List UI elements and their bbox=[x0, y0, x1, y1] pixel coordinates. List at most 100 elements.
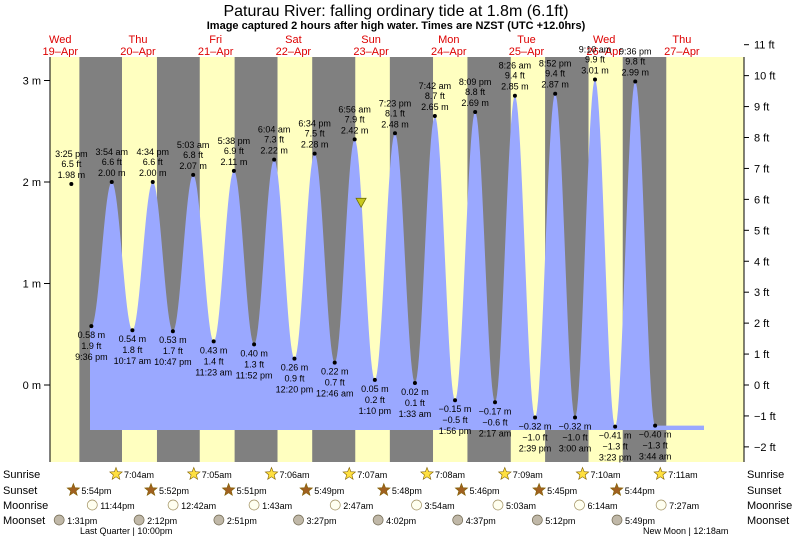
y-tick-label-ft: 11 ft bbox=[754, 40, 775, 52]
sunset-time: 5:54pm bbox=[81, 486, 111, 496]
sunrise-time: 7:06am bbox=[280, 470, 310, 480]
low-tide-label: −1.3 ft bbox=[642, 441, 668, 451]
high-tide-label: 6.5 ft bbox=[61, 159, 82, 169]
sunrise-star-icon bbox=[575, 466, 590, 480]
high-tide-label: 9.4 ft bbox=[505, 71, 526, 81]
low-tide-label: 1.9 ft bbox=[81, 341, 102, 351]
moonrise-time: 1:43am bbox=[262, 501, 292, 511]
moonset-icon bbox=[53, 514, 65, 526]
low-tide-point bbox=[211, 339, 216, 344]
sunrise-time: 7:04am bbox=[124, 470, 154, 480]
moonset-time: 4:37pm bbox=[466, 516, 496, 526]
high-tide-label: 2.85 m bbox=[501, 82, 529, 92]
high-tide-label: 2.48 m bbox=[381, 119, 409, 129]
high-tide-label: 2.42 m bbox=[341, 125, 369, 135]
moon-phase-last-quarter: Last Quarter | 10:00pm bbox=[80, 526, 172, 536]
moonrise-time: 6:14am bbox=[588, 501, 618, 511]
moonrise-time: 2:47am bbox=[343, 501, 373, 511]
sunrise-time: 7:07am bbox=[357, 470, 387, 480]
day-name: Tue bbox=[517, 34, 536, 46]
day-name: Sun bbox=[361, 34, 381, 46]
y-tick-label-ft: 9 ft bbox=[754, 102, 769, 114]
sunrise-star-icon bbox=[186, 466, 201, 480]
low-tide-label: 0.9 ft bbox=[284, 374, 305, 384]
moonrise-icon bbox=[167, 499, 179, 511]
y-tick-label-m: 1 m bbox=[23, 279, 41, 291]
low-tide-point bbox=[453, 398, 458, 403]
low-tide-label: 0.43 m bbox=[200, 345, 228, 355]
day-date: 21–Apr bbox=[198, 46, 234, 58]
high-tide-label: 3:54 am bbox=[95, 147, 128, 157]
low-tide-label: 0.7 ft bbox=[325, 378, 346, 388]
moonset-time: 4:02pm bbox=[386, 516, 416, 526]
sunset-star-icon bbox=[532, 482, 547, 496]
high-tide-label: 7:42 am bbox=[419, 81, 452, 91]
moonrise-time: 3:54am bbox=[425, 501, 455, 511]
low-tide-point bbox=[493, 400, 498, 405]
high-tide-point bbox=[231, 168, 236, 173]
low-tide-label: 0.02 m bbox=[401, 387, 429, 397]
high-tide-label: 2.11 m bbox=[220, 157, 247, 167]
moonset-icon bbox=[213, 514, 225, 526]
low-tide-label: 11:52 pm bbox=[236, 370, 273, 380]
y-tick-label-m: 2 m bbox=[23, 177, 41, 189]
low-tide-label: 11:23 am bbox=[195, 367, 232, 377]
moon-phase-new-moon: New Moon | 12:18am bbox=[643, 526, 728, 536]
sunrise-star-icon bbox=[264, 466, 279, 480]
high-tide-label: 9.8 ft bbox=[625, 57, 646, 67]
sunset-star-icon bbox=[376, 482, 391, 496]
high-tide-label: 9.9 ft bbox=[585, 54, 606, 64]
high-tide-label: 6.6 ft bbox=[102, 157, 123, 167]
tide-area bbox=[90, 79, 704, 430]
low-tide-label: −1.3 ft bbox=[602, 442, 628, 452]
low-tide-point bbox=[412, 380, 417, 385]
low-tide-point bbox=[292, 356, 297, 361]
moonset-time: 2:51pm bbox=[227, 516, 257, 526]
sunset-star-icon bbox=[454, 482, 469, 496]
day-name: Sat bbox=[285, 34, 302, 46]
high-tide-point bbox=[392, 131, 397, 136]
low-tide-label: −0.41 m bbox=[599, 431, 632, 441]
high-tide-point bbox=[473, 109, 478, 114]
sunset-star-icon bbox=[221, 482, 236, 496]
low-tide-label: 10:47 pm bbox=[154, 357, 192, 367]
high-tide-label: 7.3 ft bbox=[264, 135, 285, 145]
low-tide-label: 0.26 m bbox=[281, 363, 309, 373]
low-tide-label: 2:39 pm bbox=[519, 443, 552, 453]
moonset-time: 1:31pm bbox=[67, 516, 97, 526]
low-tide-label: 1.4 ft bbox=[204, 356, 225, 366]
low-tide-label: 3:00 am bbox=[559, 443, 592, 453]
high-tide-label: 2.65 m bbox=[421, 102, 449, 112]
moonset-time: 3:27pm bbox=[307, 516, 337, 526]
current-tide-marker bbox=[355, 197, 367, 209]
high-tide-label: 8.7 ft bbox=[425, 91, 446, 101]
high-tide-label: 6.9 ft bbox=[224, 146, 245, 156]
low-tide-label: 12:20 pm bbox=[276, 385, 314, 395]
day-date: 26–Apr bbox=[586, 46, 622, 58]
day-date: 24–Apr bbox=[431, 46, 467, 58]
high-tide-label: 6.6 ft bbox=[143, 157, 164, 167]
sunset-time: 5:46pm bbox=[469, 486, 499, 496]
sunset-time: 5:49pm bbox=[314, 486, 344, 496]
sunset-row-label-left: Sunset bbox=[3, 485, 37, 497]
low-tide-label: 0.05 m bbox=[361, 384, 389, 394]
y-tick-label-ft: 1 ft bbox=[754, 349, 769, 361]
day-date: 27–Apr bbox=[664, 46, 700, 58]
low-tide-label: −1.0 ft bbox=[562, 432, 588, 442]
y-tick-label-ft: 2 ft bbox=[754, 318, 769, 330]
high-tide-point bbox=[191, 172, 196, 177]
y-tick-label-ft: 7 ft bbox=[754, 163, 769, 175]
sunrise-time: 7:11am bbox=[668, 470, 697, 480]
low-tide-label: −0.32 m bbox=[519, 421, 552, 431]
high-tide-point bbox=[512, 93, 517, 98]
y-tick-label-ft: 4 ft bbox=[754, 256, 769, 268]
moonset-icon bbox=[611, 514, 623, 526]
sunrise-star-icon bbox=[653, 466, 668, 480]
moonrise-row-label-right: Moonrise bbox=[747, 500, 792, 512]
high-tide-point bbox=[633, 79, 638, 84]
day-date: 20–Apr bbox=[120, 46, 156, 58]
low-tide-label: 9:36 pm bbox=[75, 352, 108, 362]
sunset-row-label-right: Sunset bbox=[747, 485, 781, 497]
high-tide-label: 9:36 pm bbox=[619, 47, 652, 57]
moonrise-time: 5:03am bbox=[506, 501, 536, 511]
